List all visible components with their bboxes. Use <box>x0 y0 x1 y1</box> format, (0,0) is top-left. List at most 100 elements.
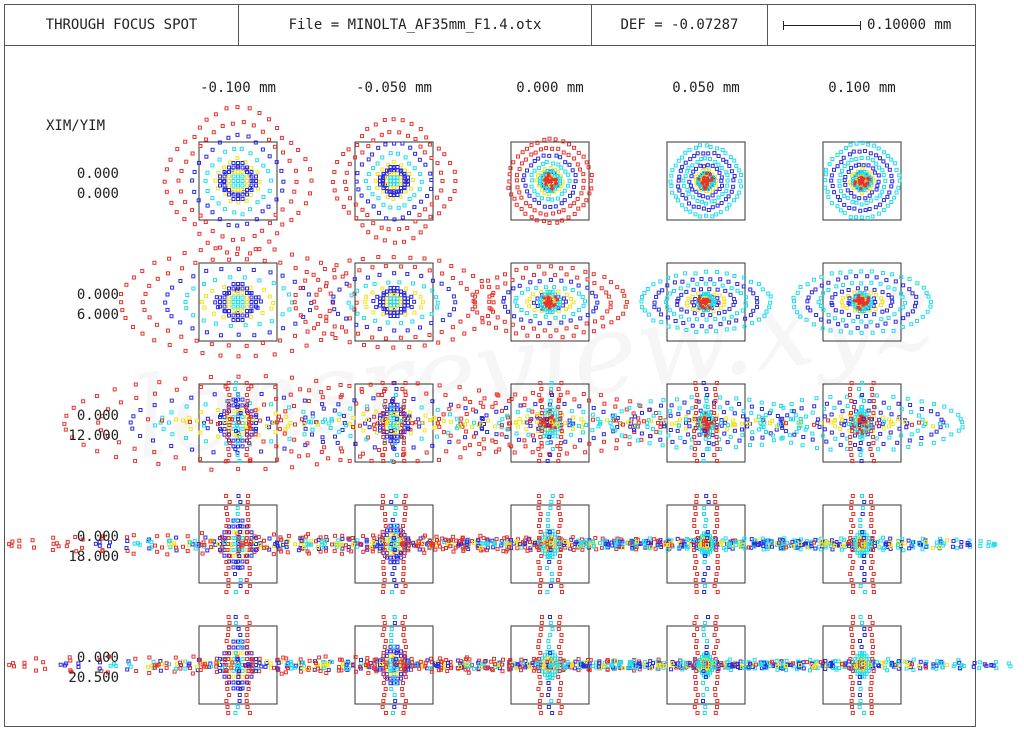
spot-point <box>836 322 841 327</box>
spot-point <box>959 544 964 549</box>
spot-point <box>727 320 732 325</box>
spot-point <box>880 299 885 304</box>
spot-point <box>340 274 345 279</box>
spot-point <box>557 572 562 576</box>
spot-point <box>407 197 412 201</box>
spot-point <box>580 540 584 545</box>
spot-point <box>308 167 312 172</box>
spot-point <box>894 190 899 195</box>
spot-point <box>591 329 596 334</box>
spot-point <box>658 425 663 430</box>
spot-point <box>406 296 410 301</box>
spot-point <box>881 271 885 275</box>
spot-point <box>391 345 396 350</box>
spot-point <box>399 264 404 269</box>
spot-point <box>210 229 215 234</box>
spot-point <box>393 512 398 516</box>
spot-point <box>236 188 240 192</box>
spot-point <box>686 432 691 437</box>
spot-point <box>553 551 557 556</box>
spot-point <box>537 536 542 540</box>
spot-point <box>231 291 236 295</box>
spot-point <box>246 387 251 391</box>
spot-point <box>236 318 240 322</box>
spot-point <box>875 323 880 328</box>
spot-point <box>213 178 218 183</box>
spot-point <box>835 164 840 169</box>
spot-point <box>892 312 897 317</box>
spot-point <box>538 518 542 522</box>
spot-point <box>602 274 607 279</box>
spot-point <box>548 300 552 304</box>
spot-point <box>380 494 385 498</box>
spot-point <box>676 178 681 183</box>
spot-point <box>225 435 230 439</box>
spot-point <box>677 545 681 550</box>
spot-point <box>866 304 871 309</box>
spot-point <box>436 146 441 151</box>
spot-point <box>581 409 586 414</box>
spot-point <box>704 387 709 391</box>
spot-point <box>717 170 722 175</box>
spot-point <box>721 410 726 415</box>
spot-point <box>829 420 834 425</box>
spot-point <box>525 548 530 553</box>
spot-point <box>695 160 700 165</box>
spot-point <box>810 431 815 436</box>
spot-point <box>714 417 719 421</box>
spot-point <box>543 285 548 290</box>
spot-point <box>439 188 444 193</box>
spot-point <box>659 320 664 325</box>
spot-point <box>450 325 455 330</box>
spot-point <box>395 296 400 301</box>
spot-point <box>375 421 380 426</box>
spot-point <box>402 303 407 308</box>
spot-point <box>717 405 722 410</box>
spot-point <box>422 428 427 433</box>
spot-point <box>712 420 716 425</box>
spot-point <box>275 231 280 236</box>
spot-point <box>412 193 417 198</box>
spot-point <box>579 191 584 196</box>
spot-point <box>798 314 803 319</box>
spot-point <box>216 422 220 426</box>
spot-point <box>529 152 534 157</box>
spot-point <box>876 211 881 216</box>
spot-point <box>547 221 552 225</box>
spot-point <box>714 429 719 433</box>
spot-point <box>658 437 663 442</box>
spot-point <box>821 307 826 312</box>
spot-point <box>443 537 448 542</box>
spot-point <box>429 186 433 191</box>
spot-point <box>847 206 852 210</box>
spot-point <box>401 405 406 409</box>
spot-point <box>557 512 562 516</box>
spot-point <box>862 188 867 192</box>
spot-point <box>695 530 699 534</box>
spot-point <box>605 541 610 546</box>
spot-point <box>503 304 507 309</box>
spot-point <box>619 433 624 438</box>
spot-point <box>868 151 873 156</box>
spot-point <box>153 391 157 396</box>
spot-point <box>271 281 276 286</box>
spot-point <box>395 193 400 197</box>
spot-point <box>399 289 403 294</box>
spot-point <box>225 459 230 463</box>
spot-point <box>521 540 525 545</box>
spot-point <box>864 201 869 205</box>
spot-point <box>743 316 748 321</box>
spot-point <box>380 506 385 510</box>
spot-point <box>403 312 408 317</box>
spot-point <box>246 134 251 139</box>
spot-point <box>712 530 717 534</box>
spot-point <box>333 336 338 340</box>
spot-point <box>862 399 866 403</box>
spot-point <box>547 297 550 301</box>
spot-point <box>717 187 722 191</box>
spot-point <box>227 309 231 313</box>
spot-point <box>679 307 684 312</box>
spot-point <box>695 199 700 203</box>
spot-point <box>941 437 946 441</box>
spot-point <box>859 202 864 207</box>
